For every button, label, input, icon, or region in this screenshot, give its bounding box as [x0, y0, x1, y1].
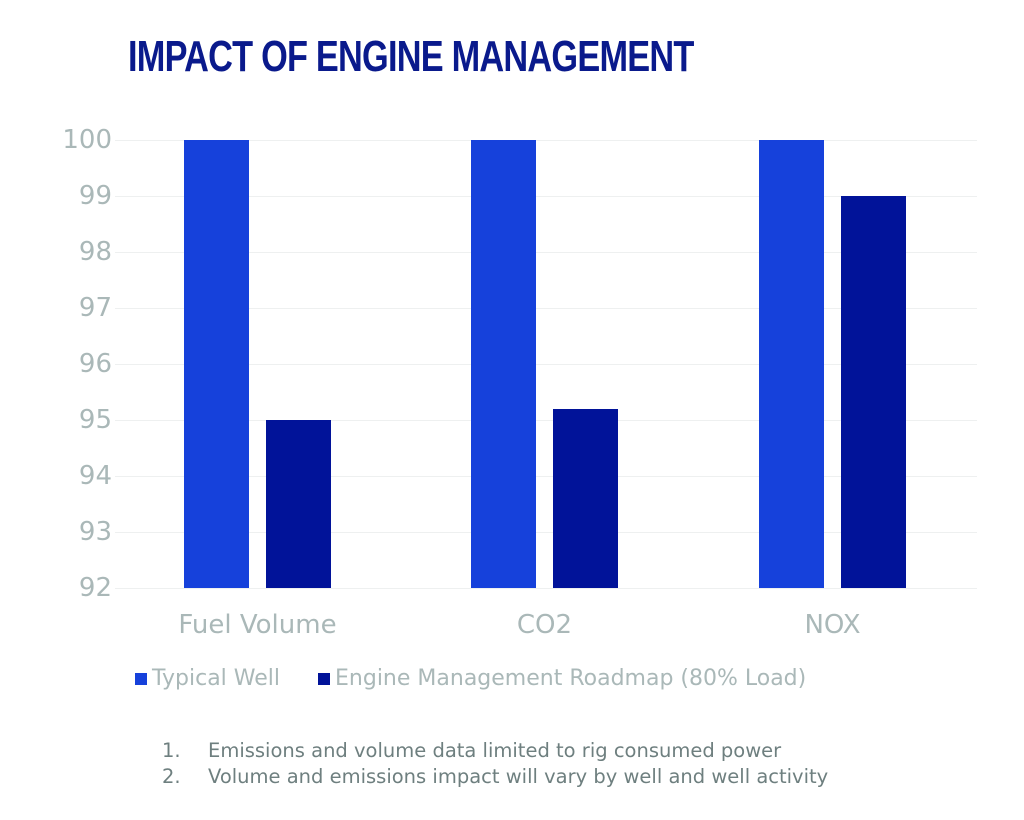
y-tick-label: 95 — [78, 405, 112, 435]
legend: Typical Well Engine Management Roadmap (… — [135, 666, 844, 691]
bar — [553, 408, 618, 588]
y-tick-label: 98 — [78, 237, 112, 267]
footnote: 1. Emissions and volume data limited to … — [162, 739, 782, 762]
gridline — [115, 140, 977, 141]
gridline — [115, 476, 977, 477]
x-tick-label: CO2 — [516, 610, 573, 640]
x-tick-label: NOX — [804, 610, 861, 640]
y-tick-label: 97 — [78, 293, 112, 323]
footnote: 2. Volume and emissions impact will vary… — [162, 765, 829, 788]
legend-label: Typical Well — [152, 666, 281, 691]
y-tick-label: 96 — [78, 349, 112, 379]
legend-swatch-roadmap — [318, 672, 331, 685]
gridline — [115, 308, 977, 309]
gridline — [115, 588, 977, 589]
gridline — [115, 420, 977, 421]
gridline — [115, 364, 977, 365]
gridline — [115, 196, 977, 197]
legend-label: Engine Management Roadmap (80% Load) — [335, 666, 807, 691]
y-tick-label: 93 — [78, 517, 112, 547]
y-tick-label: 99 — [78, 181, 112, 211]
gridline — [115, 532, 977, 533]
bar — [841, 196, 906, 588]
bar — [471, 140, 536, 588]
legend-item-typical-well: Typical Well — [135, 666, 280, 691]
bar — [266, 420, 331, 588]
footnotes: 1. Emissions and volume data limited to … — [162, 738, 828, 790]
bar — [184, 140, 249, 588]
legend-item-roadmap: Engine Management Roadmap (80% Load) — [318, 666, 806, 691]
chart-title: IMPACT OF ENGINE MANAGEMENT — [128, 32, 694, 81]
gridline — [115, 252, 977, 253]
legend-swatch-typical-well — [135, 672, 147, 685]
y-tick-label: 100 — [62, 125, 112, 155]
bar — [759, 140, 824, 588]
x-tick-label: Fuel Volume — [178, 610, 337, 640]
y-tick-label: 92 — [78, 573, 112, 603]
y-tick-label: 94 — [78, 461, 112, 491]
